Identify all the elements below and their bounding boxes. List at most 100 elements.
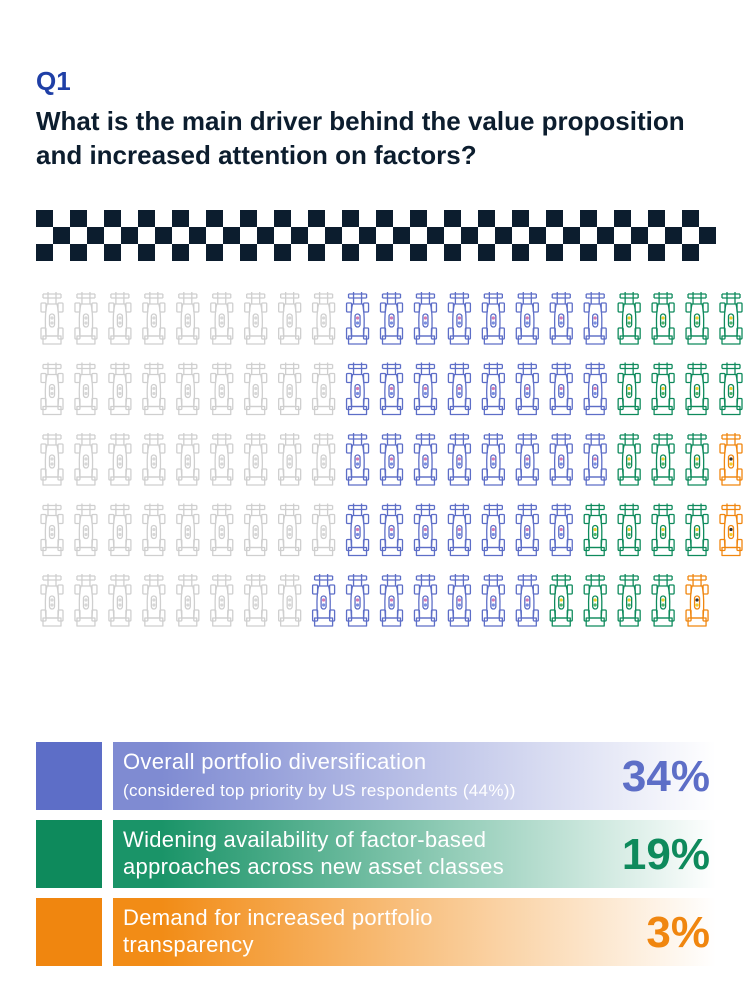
race-car-icon	[379, 362, 404, 416]
race-car-icon	[244, 574, 268, 627]
flag-square	[342, 210, 359, 227]
race-car-icon	[311, 362, 336, 416]
race-car-icon	[142, 503, 166, 557]
flag-square	[648, 244, 665, 261]
flag-square	[274, 210, 291, 227]
flag-square	[393, 227, 410, 244]
flag-square	[206, 210, 223, 227]
race-car-icon	[447, 433, 472, 486]
race-car-icon	[685, 503, 709, 557]
race-car-icon	[74, 292, 98, 345]
flag-square	[682, 210, 699, 227]
race-car-icon	[74, 574, 98, 627]
pictogram-grid	[40, 292, 743, 627]
flag-square	[478, 244, 495, 261]
race-car-icon	[108, 433, 132, 486]
flag-square	[172, 210, 189, 227]
race-car-icon	[345, 433, 370, 486]
flag-square	[563, 227, 580, 244]
flag-square	[495, 227, 512, 244]
legend-swatch-diversification	[36, 742, 102, 810]
legend-bar-availability: Widening availability of factor-based ap…	[113, 820, 716, 888]
flag-square	[121, 227, 138, 244]
race-car-icon	[176, 574, 200, 627]
flag-square	[36, 244, 53, 261]
race-car-icon	[685, 574, 709, 627]
flag-square	[138, 210, 155, 227]
race-car-icon	[277, 292, 302, 345]
flag-square	[512, 244, 529, 261]
race-car-icon	[651, 292, 675, 345]
race-car-icon	[549, 503, 573, 557]
race-car-icon	[651, 503, 675, 557]
race-car-icon	[413, 503, 438, 557]
flag-square	[580, 244, 597, 261]
race-car-icon	[277, 574, 302, 627]
race-car-icon	[210, 574, 234, 627]
flag-square	[206, 244, 223, 261]
race-car-icon	[617, 292, 641, 345]
race-car-icon	[277, 362, 302, 416]
flag-square	[512, 210, 529, 227]
flag-square	[665, 227, 682, 244]
race-car-icon	[583, 574, 607, 627]
race-car-icon	[719, 503, 743, 557]
flag-square	[461, 227, 478, 244]
race-car-icon	[685, 433, 709, 486]
legend-subtext-diversification: (considered top priority by US responden…	[123, 781, 516, 800]
race-car-icon	[447, 362, 472, 416]
race-car-icon	[549, 574, 573, 627]
race-car-icon	[515, 433, 539, 486]
race-car-icon	[244, 433, 268, 486]
race-car-icon	[447, 503, 472, 557]
race-car-icon	[413, 574, 438, 627]
race-car-icon	[311, 503, 336, 557]
legend-row-availability: Widening availability of factor-based ap…	[36, 820, 716, 888]
race-car-icon	[481, 503, 506, 557]
flag-square	[308, 244, 325, 261]
legend-text-diversification: Overall portfolio diversification	[123, 749, 427, 774]
race-car-icon	[719, 362, 743, 416]
race-car-icon	[210, 503, 234, 557]
race-car-icon	[379, 292, 404, 345]
race-car-icon	[515, 362, 539, 416]
race-car-icon	[210, 362, 234, 416]
race-car-icon	[379, 503, 404, 557]
legend-bar-diversification: Overall portfolio diversification (consi…	[113, 742, 716, 810]
race-car-icon	[277, 433, 302, 486]
flag-square	[444, 244, 461, 261]
flag-square	[70, 210, 87, 227]
race-car-icon	[583, 433, 607, 486]
race-car-icon	[40, 433, 64, 486]
race-car-icon	[515, 574, 539, 627]
flag-square	[53, 227, 70, 244]
race-car-icon	[719, 433, 743, 486]
race-car-icon	[244, 362, 268, 416]
flag-square	[342, 244, 359, 261]
race-car-icon	[40, 292, 64, 345]
race-car-icon	[210, 433, 234, 486]
flag-square	[138, 244, 155, 261]
race-car-icon	[345, 503, 370, 557]
flag-square	[410, 210, 427, 227]
flag-square	[580, 210, 597, 227]
race-car-icon	[311, 433, 336, 486]
race-car-icon	[142, 433, 166, 486]
race-car-icon	[515, 292, 539, 345]
race-car-icon	[108, 574, 132, 627]
race-car-icon	[549, 362, 573, 416]
race-car-icon	[583, 362, 607, 416]
race-car-icon	[345, 362, 370, 416]
race-car-icon	[345, 292, 370, 345]
race-car-icon	[481, 362, 506, 416]
race-car-icon	[108, 362, 132, 416]
flag-square	[240, 210, 257, 227]
legend-percent-transparency: 3%	[646, 908, 710, 957]
checkered-flag-banner	[36, 210, 716, 261]
flag-square	[240, 244, 257, 261]
flag-square	[189, 227, 206, 244]
race-car-icon	[413, 362, 438, 416]
race-car-icon	[617, 503, 641, 557]
flag-square	[308, 210, 325, 227]
flag-square	[104, 244, 121, 261]
